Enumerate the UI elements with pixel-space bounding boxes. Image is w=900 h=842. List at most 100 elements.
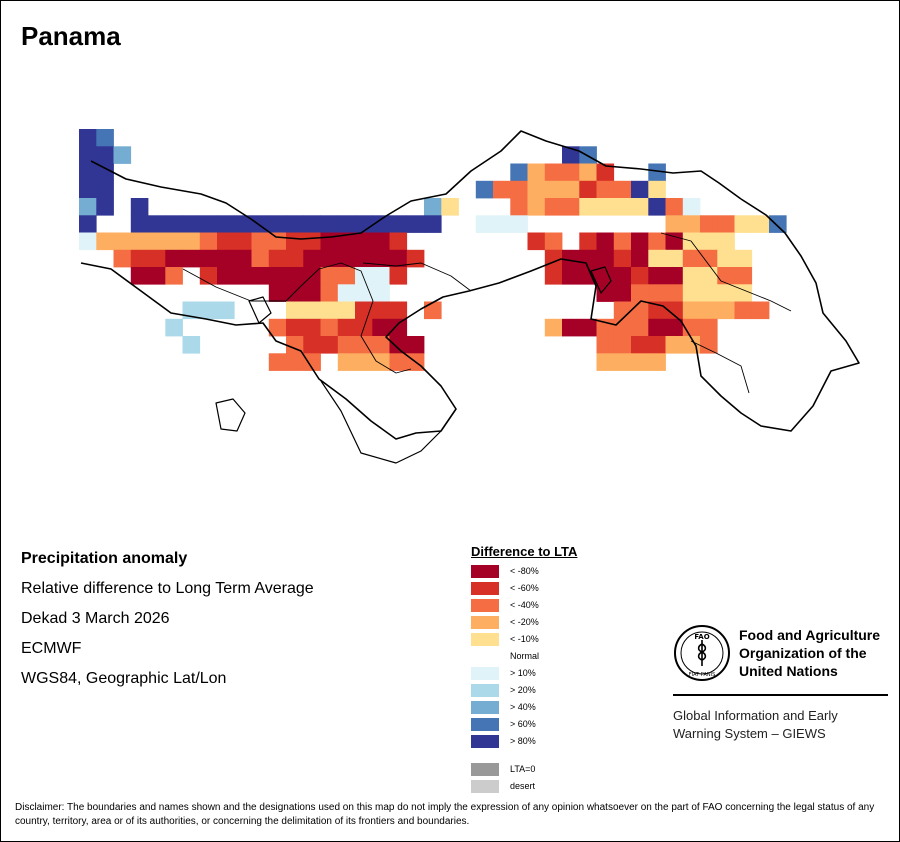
anomaly-cell [337, 353, 356, 371]
fao-logo-text: FAO [694, 633, 709, 641]
anomaly-cell [613, 353, 632, 371]
pacific-coast [80, 198, 860, 440]
anomaly-cell [372, 215, 390, 233]
anomaly-cell [527, 163, 546, 182]
anomaly-cell [389, 353, 408, 371]
anomaly-cell [199, 215, 218, 233]
fao-organization-name: Food and Agriculture Organization of the… [739, 626, 899, 680]
anomaly-cell [665, 198, 684, 216]
anomaly-cell [372, 267, 390, 285]
anomaly-cell [544, 318, 563, 337]
anomaly-cell [682, 249, 701, 268]
anomaly-cell [303, 215, 321, 233]
anomaly-cell [337, 336, 356, 354]
anomaly-cell [631, 318, 649, 337]
anomaly-cell [389, 336, 408, 354]
anomaly-cell [734, 284, 753, 302]
anomaly-cell [613, 267, 632, 285]
anomaly-cell [96, 146, 114, 164]
legend-class-label: > 20% [510, 685, 536, 695]
anomaly-cell [199, 301, 218, 320]
anomaly-cell [165, 232, 183, 251]
anomaly-cell [130, 249, 149, 268]
legend-class-label: < -20% [510, 617, 539, 627]
anomaly-cell [631, 249, 649, 268]
anomaly-cell [286, 301, 304, 320]
anomaly-cell [165, 318, 183, 337]
source-label: ECMWF [21, 640, 82, 657]
anomaly-cell [596, 163, 615, 182]
anomaly-cell [96, 129, 114, 147]
island-3 [590, 266, 612, 294]
anomaly-cell [217, 267, 235, 285]
anomaly-cell [79, 163, 97, 182]
anomaly-cell [337, 284, 356, 302]
anomaly-cell [355, 267, 373, 285]
anomaly-cell [665, 232, 684, 251]
legend-class-row: Normal [471, 649, 641, 666]
anomaly-cell [79, 129, 97, 147]
anomaly-cell [337, 318, 356, 337]
anomaly-cell [389, 215, 408, 233]
anomaly-cell [148, 249, 166, 268]
anomaly-cell [579, 180, 597, 199]
anomaly-cell [510, 180, 528, 199]
anomaly-cell [268, 215, 287, 233]
anomaly-cell [613, 336, 632, 354]
legend-class-row: < -20% [471, 615, 641, 632]
anomaly-cell [389, 318, 408, 337]
anomaly-cell [717, 249, 735, 268]
anomaly-cell [148, 215, 166, 233]
anomaly-cell [96, 163, 114, 182]
anomaly-cell [79, 215, 97, 233]
caribbean-coast [90, 130, 742, 240]
anomaly-cell [596, 267, 615, 285]
anomaly-cell [337, 267, 356, 285]
precipitation-anomaly-map [79, 129, 860, 464]
anomaly-cell [544, 267, 563, 285]
anomaly-cell [682, 284, 701, 302]
anomaly-cell [665, 249, 684, 268]
anomaly-cell [320, 318, 339, 337]
anomaly-cell [579, 146, 597, 164]
page-title: Panama [21, 21, 121, 51]
anomaly-cell [268, 267, 287, 285]
anomaly-cell [286, 284, 304, 302]
divider [673, 694, 888, 696]
anomaly-cell [165, 215, 183, 233]
anomaly-cell [527, 198, 546, 216]
anomaly-cell [648, 318, 666, 337]
anomaly-cell [665, 301, 684, 320]
anomaly-cell [665, 336, 684, 354]
anomaly-cell [286, 232, 304, 251]
legend-class-swatch [471, 599, 499, 612]
anomaly-cell [562, 318, 580, 337]
anomaly-cell [562, 249, 580, 268]
anomaly-cell [700, 232, 718, 251]
anomaly-cell [406, 215, 425, 233]
anomaly-cell [734, 267, 753, 285]
anomaly-cell [96, 198, 114, 216]
legend-class-label: > 80% [510, 736, 536, 746]
anomaly-cell [251, 267, 270, 285]
legend-class-swatch [471, 650, 499, 663]
anomaly-cell [355, 353, 373, 371]
anomaly-cell [648, 249, 666, 268]
legend-extra-label: desert [510, 781, 536, 791]
legend-extra-row: LTA=0 [471, 762, 641, 779]
anomaly-cell [734, 215, 753, 233]
anomaly-cell [148, 267, 166, 285]
anomaly-cell [751, 301, 770, 320]
anomaly-cell [130, 215, 149, 233]
anomaly-cell [286, 336, 304, 354]
anomaly-cell [217, 249, 235, 268]
anomaly-cell [769, 215, 787, 233]
legend-class-row: > 80% [471, 734, 641, 751]
anomaly-cell [424, 198, 442, 216]
anomaly-cell [217, 301, 235, 320]
giews-line-2: Warning System – GIEWS [673, 726, 826, 741]
anomaly-cell [613, 318, 632, 337]
anomaly-cell [631, 301, 649, 320]
legend-class-row: > 10% [471, 666, 641, 683]
legend-extra-swatch [471, 780, 499, 793]
